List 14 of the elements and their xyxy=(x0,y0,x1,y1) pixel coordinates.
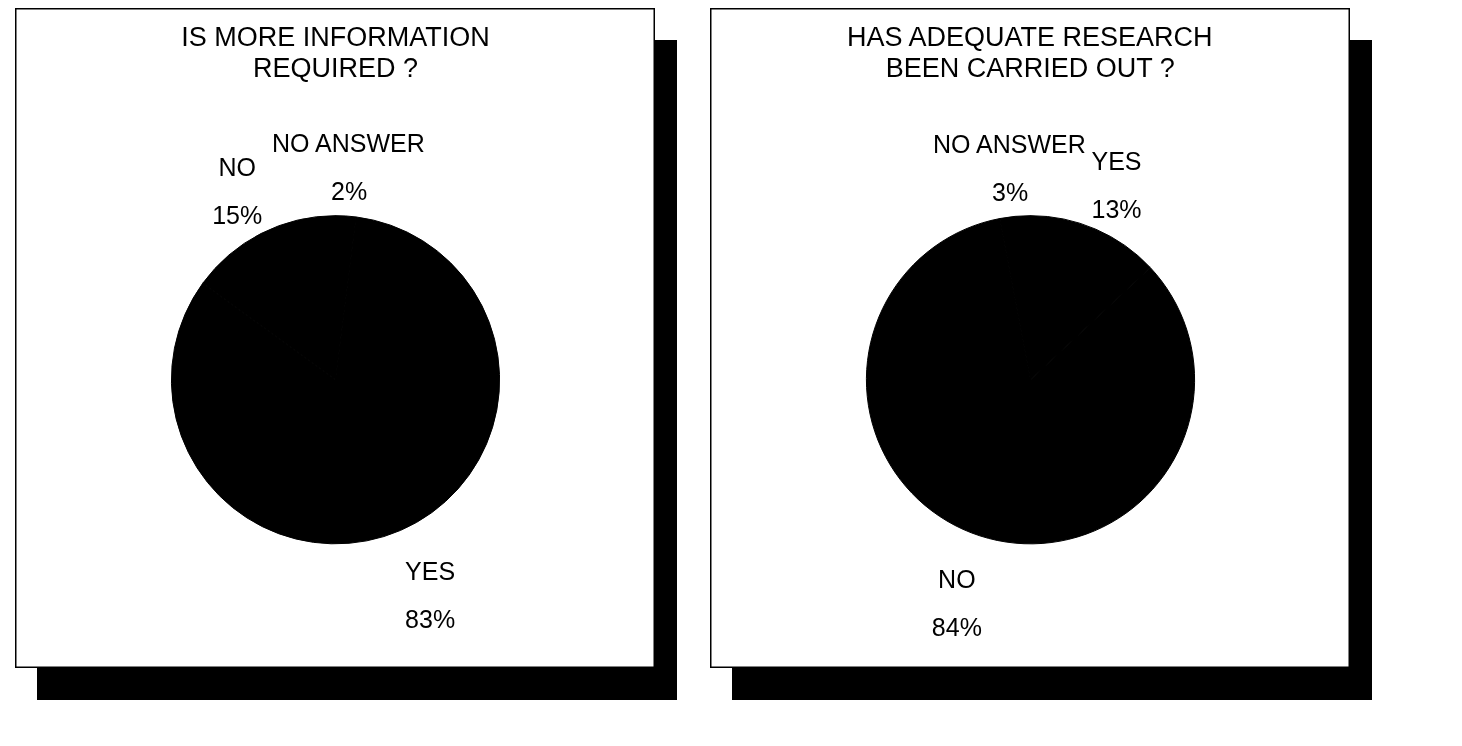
slice-label: NO xyxy=(218,152,256,181)
chart-title: IS MORE INFORMATION REQUIRED ? xyxy=(181,21,490,84)
data-label: 15% xyxy=(212,200,263,229)
data-label: 2% xyxy=(331,177,368,206)
slice-label: YES xyxy=(405,557,456,586)
slice-label: NO ANSWER xyxy=(933,129,1086,158)
data-label: 84% xyxy=(931,612,982,641)
slice-label: NO ANSWER xyxy=(272,129,425,158)
data-label: 3% xyxy=(992,177,1029,206)
chart-title: HAS ADEQUATE RESEARCH BEEN CARRIED OUT ? xyxy=(846,21,1213,84)
data-label: 83% xyxy=(405,604,456,633)
slice-label: YES xyxy=(1091,146,1142,175)
data-label: 13% xyxy=(1091,194,1142,223)
slice-label: NO xyxy=(938,564,976,593)
